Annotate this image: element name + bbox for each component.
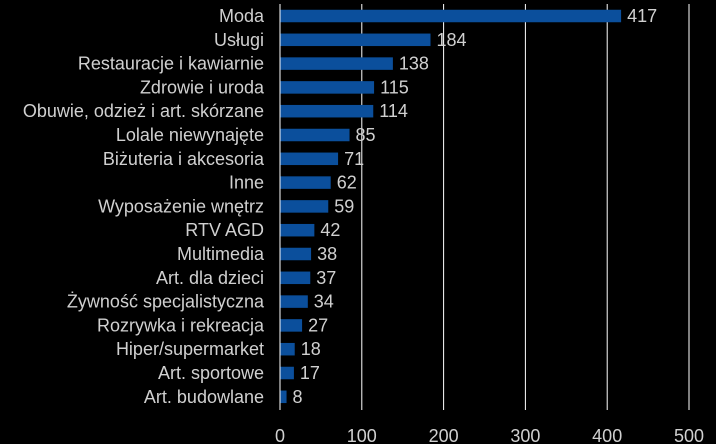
data-label: 184 bbox=[437, 30, 467, 50]
bar bbox=[280, 57, 393, 70]
category-label: Rozrywka i rekreacja bbox=[97, 315, 265, 335]
data-label: 8 bbox=[293, 387, 303, 407]
data-label: 85 bbox=[356, 125, 376, 145]
bar bbox=[280, 223, 315, 237]
category-label: Art. sportowe bbox=[158, 363, 264, 383]
bar bbox=[280, 9, 622, 23]
data-label: 71 bbox=[344, 149, 364, 169]
data-label: 27 bbox=[308, 315, 328, 335]
bar bbox=[280, 366, 294, 380]
bar bbox=[280, 200, 329, 213]
category-label: Inne bbox=[229, 173, 264, 193]
bar bbox=[280, 295, 308, 308]
data-label: 417 bbox=[627, 6, 657, 26]
x-tick-label: 500 bbox=[674, 426, 704, 444]
data-label: 115 bbox=[380, 77, 409, 97]
x-tick-label: 0 bbox=[275, 426, 285, 444]
x-tick-label: 100 bbox=[347, 426, 377, 444]
data-label: 34 bbox=[314, 292, 334, 312]
data-label: 114 bbox=[379, 101, 408, 121]
category-labels: Moda Usługi Restauracje i kawiarnie Zdrowie… bbox=[23, 6, 265, 407]
category-label: Hiper/supermarket bbox=[116, 339, 264, 359]
data-label: 17 bbox=[300, 363, 320, 383]
bar bbox=[280, 104, 374, 118]
bar bbox=[280, 176, 331, 189]
x-tick-label: 300 bbox=[510, 426, 540, 444]
bar bbox=[280, 271, 311, 285]
category-label: Multimedia bbox=[177, 244, 265, 264]
bar bbox=[280, 390, 287, 404]
data-label: 59 bbox=[334, 196, 354, 216]
category-label: Zdrowie i uroda bbox=[140, 77, 265, 97]
data-label: 62 bbox=[337, 173, 357, 193]
bar bbox=[280, 247, 312, 261]
data-label: 138 bbox=[399, 54, 429, 74]
category-label: Restauracje i kawiarnie bbox=[78, 54, 264, 74]
x-tick-label: 200 bbox=[429, 426, 459, 444]
bar bbox=[280, 319, 303, 332]
category-label: Biżuteria i akcesoria bbox=[103, 149, 265, 169]
bars bbox=[280, 9, 622, 404]
category-label: Moda bbox=[219, 6, 265, 26]
data-label: 18 bbox=[301, 339, 321, 359]
data-label: 42 bbox=[320, 220, 340, 240]
data-label: 37 bbox=[316, 268, 336, 288]
bar bbox=[280, 342, 295, 356]
category-label: Wyposażenie wnętrz bbox=[98, 196, 264, 216]
category-label: Art. budowlane bbox=[144, 387, 264, 407]
category-label: Obuwie, odzież i art. skórzane bbox=[23, 101, 264, 121]
bar bbox=[280, 152, 339, 166]
category-label: Żywność specjalistyczna bbox=[67, 292, 265, 312]
category-label: Art. dla dzieci bbox=[156, 268, 264, 288]
category-label: Lolale niewynajęte bbox=[116, 125, 264, 145]
x-tick-labels: 0 100 200 300 400 500 bbox=[275, 426, 704, 444]
data-label: 38 bbox=[317, 244, 337, 264]
bar bbox=[280, 81, 375, 94]
gridlines bbox=[361, 4, 690, 410]
category-label: Usługi bbox=[214, 30, 264, 50]
bar bbox=[280, 33, 431, 47]
bar bbox=[280, 128, 350, 142]
x-tick-label: 400 bbox=[592, 426, 622, 444]
category-label: RTV AGD bbox=[185, 220, 264, 240]
